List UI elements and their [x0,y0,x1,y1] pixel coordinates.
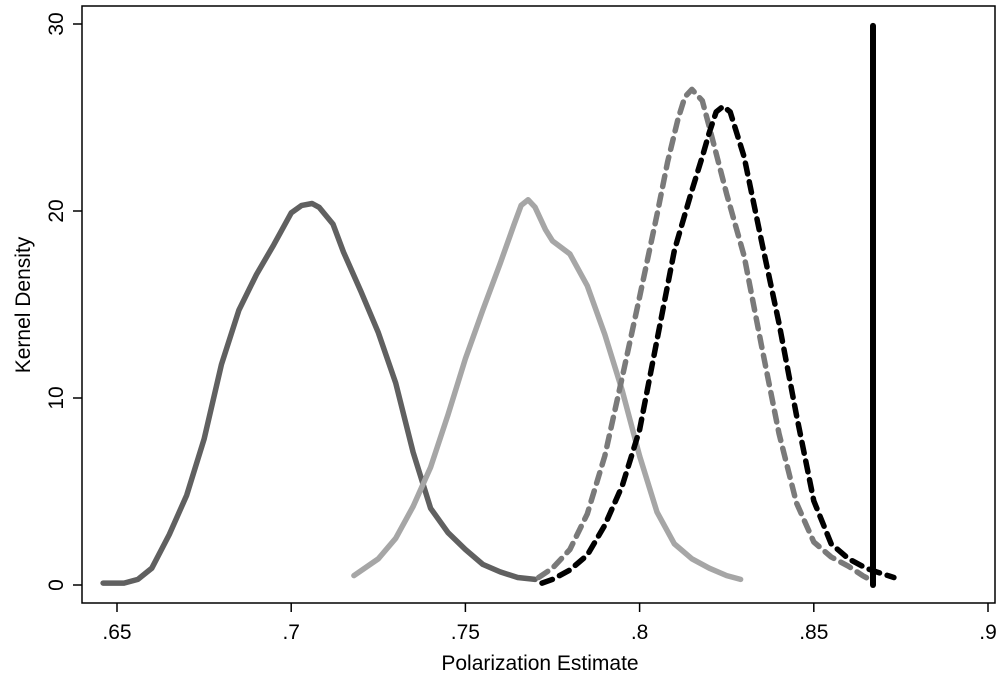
series-line-2 [351,197,744,583]
y-tick-label: 30 [45,12,68,35]
x-tick-label: .75 [451,621,480,644]
x-tick-label: .7 [282,621,300,644]
series-line-4 [539,103,897,586]
y-axis-title: Kernel Density [12,236,35,373]
y-tick-label: 20 [45,199,68,222]
x-tick-label: .8 [631,621,649,644]
x-tick-label: .9 [979,621,997,644]
x-tick-label: .65 [102,621,131,644]
x-axis: .65 .7 .75 .8 .85 .9 [102,603,997,644]
series-line-3 [535,86,876,585]
series-line-1 [100,200,538,586]
series-layer [100,22,897,588]
y-tick-label: 10 [45,386,68,409]
y-axis: 0 10 20 30 [45,12,82,591]
x-axis-title: Polarization Estimate [441,652,638,675]
y-tick-label: 0 [45,579,68,591]
plot-frame [81,5,996,604]
x-tick-label: .85 [799,621,828,644]
